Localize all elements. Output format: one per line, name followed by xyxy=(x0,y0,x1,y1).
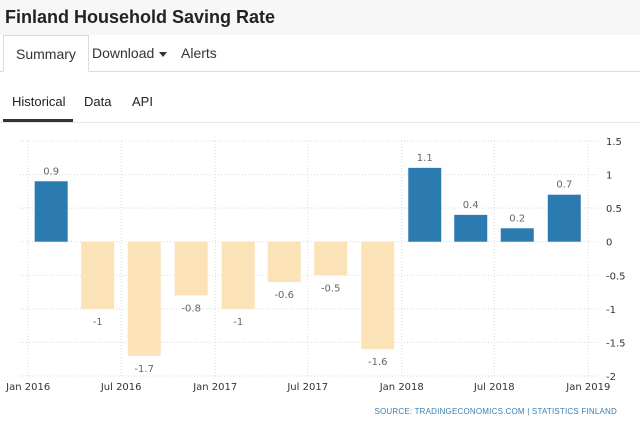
bar xyxy=(500,228,534,242)
x-tick-label: Jan 2019 xyxy=(565,382,610,393)
bar-data-label: -0.6 xyxy=(274,290,294,301)
tab-summary[interactable]: Summary xyxy=(3,35,89,72)
x-tick-label: Jan 2018 xyxy=(379,382,424,393)
bar xyxy=(547,194,581,242)
tab-download[interactable]: Download xyxy=(92,35,168,71)
tab-bar: Summary Download Alerts xyxy=(0,35,640,72)
bar xyxy=(454,214,488,242)
bar xyxy=(408,167,442,242)
y-tick-label: -1 xyxy=(606,305,616,316)
x-tick-label: Jul 2018 xyxy=(473,382,515,393)
subtab-bar: Historical Data API xyxy=(0,72,640,123)
bar xyxy=(361,241,395,350)
source-credit: SOURCE: TRADINGECONOMICS.COM | STATISTIC… xyxy=(374,407,617,416)
x-tick-label: Jul 2016 xyxy=(100,382,142,393)
page-title: Finland Household Saving Rate xyxy=(5,7,276,27)
y-tick-label: 0.5 xyxy=(606,204,622,215)
x-tick-label: Jan 2016 xyxy=(5,382,50,393)
y-tick-label: -1.5 xyxy=(606,338,626,349)
bar-data-label: 0.2 xyxy=(509,213,525,224)
bar-data-label: -0.8 xyxy=(181,303,201,314)
bar-data-label: 0.4 xyxy=(463,200,479,211)
active-subtab-indicator xyxy=(3,119,73,122)
bar-data-label: -1.7 xyxy=(134,364,154,375)
title-bar: Finland Household Saving Rate xyxy=(0,0,640,36)
bar xyxy=(314,241,348,276)
y-tick-label: 1 xyxy=(606,171,612,182)
caret-down-icon xyxy=(159,51,168,57)
bar-data-label: -1.6 xyxy=(368,357,388,368)
bar-data-label: -1 xyxy=(93,317,103,328)
tab-alerts[interactable]: Alerts xyxy=(181,45,217,61)
bar xyxy=(221,241,255,309)
y-tick-label: -2 xyxy=(606,372,616,383)
y-tick-label: 1.5 xyxy=(606,137,622,148)
y-tick-label: -0.5 xyxy=(606,271,626,282)
bar-data-label: 1.1 xyxy=(417,153,433,164)
x-tick-label: Jan 2017 xyxy=(192,382,237,393)
y-tick-label: 0 xyxy=(606,238,612,249)
tab-download-label: Download xyxy=(92,45,155,61)
subtab-data[interactable]: Data xyxy=(84,94,112,109)
subtab-historical[interactable]: Historical xyxy=(12,94,66,109)
bar xyxy=(34,181,68,242)
bar-data-label: -1 xyxy=(233,317,243,328)
subtab-api[interactable]: API xyxy=(132,94,153,109)
bar-data-label: 0.9 xyxy=(43,166,59,177)
bar xyxy=(267,241,301,282)
bar-data-label: -0.5 xyxy=(321,283,341,294)
x-tick-label: Jul 2017 xyxy=(286,382,328,393)
bar xyxy=(81,241,115,309)
bar-data-label: 0.7 xyxy=(556,180,572,191)
bar xyxy=(127,241,161,356)
bar xyxy=(174,241,208,296)
